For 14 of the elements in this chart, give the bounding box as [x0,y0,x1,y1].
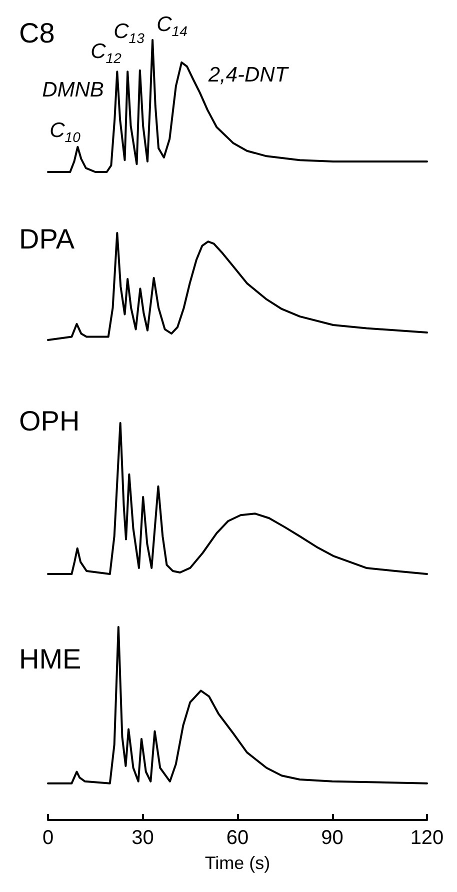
text: HME [19,644,82,674]
x-tick-label: 90 [321,827,344,849]
x-tick-label: 60 [226,827,249,849]
chart-title: DPA [19,224,75,254]
annotation: 2,4-DNT [208,64,288,86]
x-tick-label: 30 [132,827,154,849]
x-tick-label: 120 [410,827,444,849]
annotation: DMNB [42,78,104,102]
annotation: C$_{10}$ [50,119,80,145]
chart-title: OPH [19,406,80,436]
text: C$_{14}$ [156,13,188,39]
x-axis-title: Time (s) [204,853,270,873]
chart-title: C8 [19,18,55,48]
x-tick-label: 0 [42,827,54,849]
